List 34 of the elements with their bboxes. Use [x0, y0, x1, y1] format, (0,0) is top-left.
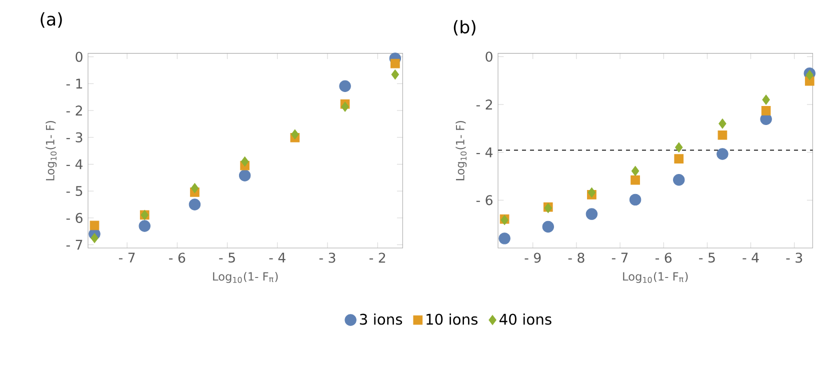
y-tick-label: - 4 — [476, 147, 493, 158]
x-tick-label: - 7 — [118, 252, 135, 262]
x-axis-title: Log$_{10}$(1- F$_{π}$) — [213, 272, 278, 283]
y-tick-label: - 7 — [66, 240, 82, 250]
x-tick-label: - 2 — [370, 252, 386, 263]
y-tick-label: 0 — [486, 52, 492, 62]
x-tick-label: - 5 — [699, 252, 715, 263]
x-axis-title: Log$_{10}$(1- F$_{π}$) — [623, 272, 688, 283]
y-tick-label: - 6 — [66, 212, 82, 223]
x-tick-label: - 4 — [742, 252, 759, 262]
x-tick-label: - 4 — [269, 252, 286, 262]
legend-label: 40 ions — [500, 313, 552, 325]
chart-title: (b) — [454, 20, 476, 36]
x-tick-label: - 3 — [786, 252, 802, 263]
chart-title: (a) — [40, 12, 62, 28]
y-tick-label: - 6 — [476, 195, 492, 206]
x-tick-label: - 8 — [568, 252, 584, 263]
x-tick-label: - 7 — [612, 252, 628, 262]
y-tick-label: - 3 — [66, 132, 82, 142]
y-tick-label: - 5 — [66, 186, 82, 196]
y-axis-title: Log$_{10}$(1- F) — [456, 121, 467, 180]
x-tick-label: - 5 — [219, 252, 235, 263]
x-tick-label: - 6 — [656, 252, 672, 263]
y-tick-label: - 2 — [476, 100, 492, 110]
x-tick-label: - 6 — [169, 252, 186, 263]
y-axis-title: Log$_{10}$(1- F) — [46, 121, 57, 180]
x-tick-label: - 3 — [319, 252, 336, 263]
legend-label: 10 ions — [426, 313, 478, 325]
y-tick-label: - 4 — [66, 159, 83, 170]
y-tick-label: - 2 — [66, 106, 82, 116]
legend-label: 3 ions — [360, 313, 402, 325]
y-tick-label: - 1 — [66, 78, 82, 89]
y-tick-label: 0 — [76, 52, 82, 62]
x-tick-label: - 9 — [524, 252, 541, 263]
